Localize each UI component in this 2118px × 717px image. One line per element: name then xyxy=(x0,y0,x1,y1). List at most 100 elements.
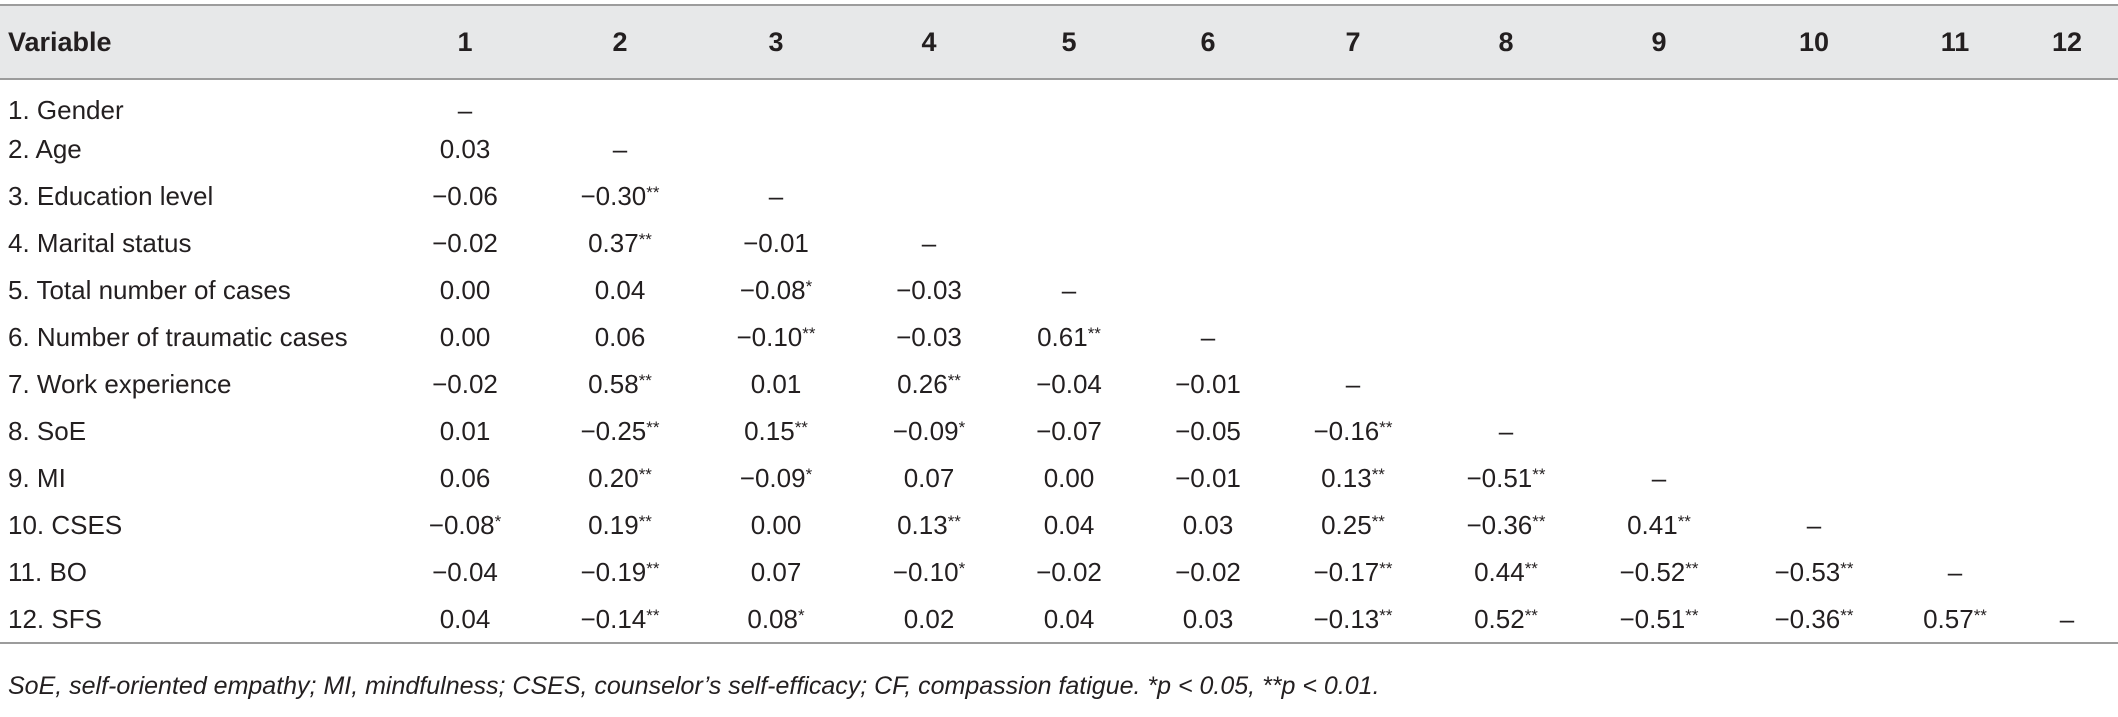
table-cell: – xyxy=(457,94,473,125)
table-cell xyxy=(1278,79,1428,126)
table-cell: −0.01 xyxy=(743,228,809,258)
column-header-4: 4 xyxy=(858,4,1000,80)
table-cell xyxy=(1428,314,1584,361)
table-footnote: SoE, self-oriented empathy; MI, mindfuln… xyxy=(8,672,1380,700)
table-cell xyxy=(1894,220,2016,267)
table-cell xyxy=(1000,79,1138,126)
table-row: 5. Total number of cases 0.00 0.04 −0.08* −0… xyxy=(0,267,2118,314)
table-cell xyxy=(1734,267,1894,314)
row-variable-label: 6. Number of traumatic cases xyxy=(8,322,348,352)
column-header-9: 9 xyxy=(1584,4,1734,80)
table-cell: – xyxy=(612,134,628,164)
table-cell: −0.02 xyxy=(432,228,498,258)
table-cell: 0.04 xyxy=(384,596,546,644)
table-cell: 0.15** xyxy=(744,416,808,446)
table-cell xyxy=(1584,314,1734,361)
table-row: 9. MI 0.06 0.20** −0.09* 0.07 0.00 −0.01 0.13**… xyxy=(0,455,2118,502)
table-cell: 0.07 xyxy=(903,463,955,493)
table-cell xyxy=(1734,408,1894,455)
table-cell: 0.19** xyxy=(588,510,652,540)
table-row: 4. Marital status −0.02 0.37** −0.01 – xyxy=(0,220,2118,267)
row-variable-label: 10. CSES xyxy=(8,510,123,540)
table-row: 3. Education level −0.06 −0.30** – xyxy=(0,173,2118,220)
table-cell: −0.25** xyxy=(580,416,660,446)
table-cell: −0.03 xyxy=(896,322,962,352)
table-cell xyxy=(1278,220,1428,267)
table-cell: −0.09* xyxy=(739,463,813,493)
table-cell xyxy=(1894,502,2016,549)
column-header-10: 10 xyxy=(1734,4,1894,80)
table-cell: – xyxy=(921,228,937,258)
table-cell xyxy=(694,79,858,126)
table-row: 11. BO −0.04 −0.19** 0.07 −0.10* −0.02 −0.02 −0… xyxy=(0,549,2118,596)
table-cell xyxy=(1428,126,1584,173)
column-header-variable: Variable xyxy=(0,4,384,80)
table-cell: – xyxy=(1345,369,1361,399)
table-cell: −0.07 xyxy=(1036,416,1102,446)
table-row: 12. SFS 0.04 −0.14** 0.08* 0.02 0.04 0.03 −0.13… xyxy=(0,596,2118,644)
table-cell: −0.19** xyxy=(580,557,660,587)
table-cell xyxy=(1428,267,1584,314)
row-variable-label: 8. SoE xyxy=(8,416,87,446)
table-cell: – xyxy=(1200,322,1216,352)
table-cell: 0.02 xyxy=(858,596,1000,644)
table-cell xyxy=(1584,126,1734,173)
table-cell: −0.10** xyxy=(736,322,816,352)
table-cell: −0.14** xyxy=(546,596,694,644)
table-cell xyxy=(1428,79,1584,126)
table-cell xyxy=(2016,361,2118,408)
table-cell: −0.16** xyxy=(1313,416,1393,446)
table-cell: 0.00 xyxy=(439,275,491,305)
table-cell: – xyxy=(1806,510,1822,540)
table-cell xyxy=(2016,549,2118,596)
row-variable-label: 5. Total number of cases xyxy=(8,275,291,305)
column-header-12: 12 xyxy=(2016,4,2118,80)
table-cell xyxy=(1894,314,2016,361)
table-cell xyxy=(1428,173,1584,220)
table-cell xyxy=(2016,79,2118,126)
column-header-2: 2 xyxy=(546,4,694,80)
table-cell: 0.25** xyxy=(1321,510,1385,540)
table-cell: 0.06 xyxy=(594,322,646,352)
table-cell xyxy=(2016,502,2118,549)
table-cell xyxy=(1000,173,1138,220)
table-cell xyxy=(1000,126,1138,173)
table-cell xyxy=(1138,220,1278,267)
table-cell xyxy=(1138,173,1278,220)
table-cell xyxy=(1584,267,1734,314)
table-cell: −0.04 xyxy=(432,557,498,587)
table-cell xyxy=(1894,173,2016,220)
table-cell: 0.20** xyxy=(588,463,652,493)
table-cell: 0.03 xyxy=(1182,510,1234,540)
table-cell: −0.01 xyxy=(1175,463,1241,493)
table-header-row: Variable 1 2 3 4 5 6 7 8 9 10 11 12 xyxy=(0,4,2118,80)
table-cell: 0.37** xyxy=(588,228,652,258)
table-row: 2. Age 0.03 – xyxy=(0,126,2118,173)
table-cell: −0.36** xyxy=(1466,510,1546,540)
table-cell: 0.01 xyxy=(750,369,802,399)
table-cell xyxy=(1138,267,1278,314)
table-cell xyxy=(2016,455,2118,502)
table-cell xyxy=(1734,361,1894,408)
table-cell xyxy=(1428,220,1584,267)
table-cell: −0.36** xyxy=(1734,596,1894,644)
table-cell: 0.04 xyxy=(594,275,646,305)
table-cell: −0.52** xyxy=(1619,557,1699,587)
table-cell xyxy=(2016,314,2118,361)
table-cell xyxy=(1734,455,1894,502)
table-cell: −0.06 xyxy=(432,181,498,211)
table-cell: 0.03 xyxy=(439,134,491,164)
table-cell xyxy=(858,173,1000,220)
table-cell: 0.44** xyxy=(1474,557,1538,587)
table-cell xyxy=(1000,220,1138,267)
table-cell: −0.08* xyxy=(739,275,813,305)
table-cell xyxy=(1734,79,1894,126)
table-cell xyxy=(1428,361,1584,408)
table-cell: – xyxy=(1947,557,1963,587)
row-variable-label: 7. Work experience xyxy=(8,369,232,399)
table-cell xyxy=(1278,126,1428,173)
table-cell: 0.61** xyxy=(1037,322,1101,352)
table-cell xyxy=(1894,455,2016,502)
table-cell: −0.02 xyxy=(1175,557,1241,587)
table-cell: 0.07 xyxy=(750,557,802,587)
